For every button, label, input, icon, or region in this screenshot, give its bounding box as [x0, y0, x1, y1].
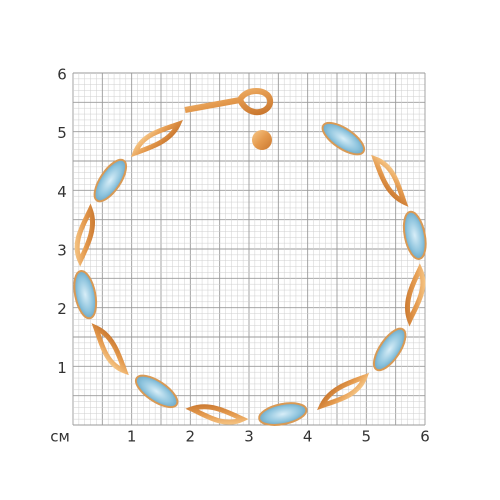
x-scale-label: 4 — [303, 428, 313, 446]
x-scale-label: 5 — [362, 428, 372, 446]
gold-link — [371, 154, 409, 207]
unit-label: см — [50, 428, 70, 446]
clasp — [184, 88, 273, 115]
y-scale-label: 1 — [57, 359, 67, 377]
stone — [93, 158, 128, 203]
y-scale-label: 6 — [57, 66, 67, 84]
stone — [321, 121, 366, 156]
stone — [134, 374, 179, 409]
stone — [73, 270, 98, 320]
y-scale-label: 5 — [57, 124, 67, 142]
gold-link — [185, 404, 249, 425]
stone — [402, 210, 427, 260]
bracelet — [73, 88, 427, 426]
y-scale-label: 3 — [57, 242, 67, 260]
gold-link — [130, 119, 183, 158]
stone — [372, 327, 407, 372]
stone — [258, 402, 308, 426]
x-scale-label: 2 — [186, 428, 196, 446]
gold-link — [74, 203, 96, 267]
y-scale-label: 2 — [57, 300, 67, 318]
x-scale-label: 1 — [127, 428, 137, 446]
gold-link — [317, 372, 370, 411]
gold-link — [91, 323, 129, 376]
x-scale-label: 6 — [420, 428, 430, 446]
y-scale-label: 4 — [57, 183, 67, 201]
x-scale-label: 3 — [244, 428, 254, 446]
scale-labels: 1 2 3 4 5 6 1 2 3 4 5 6 — [57, 66, 430, 446]
gold-link — [404, 263, 426, 327]
charm — [252, 130, 272, 150]
